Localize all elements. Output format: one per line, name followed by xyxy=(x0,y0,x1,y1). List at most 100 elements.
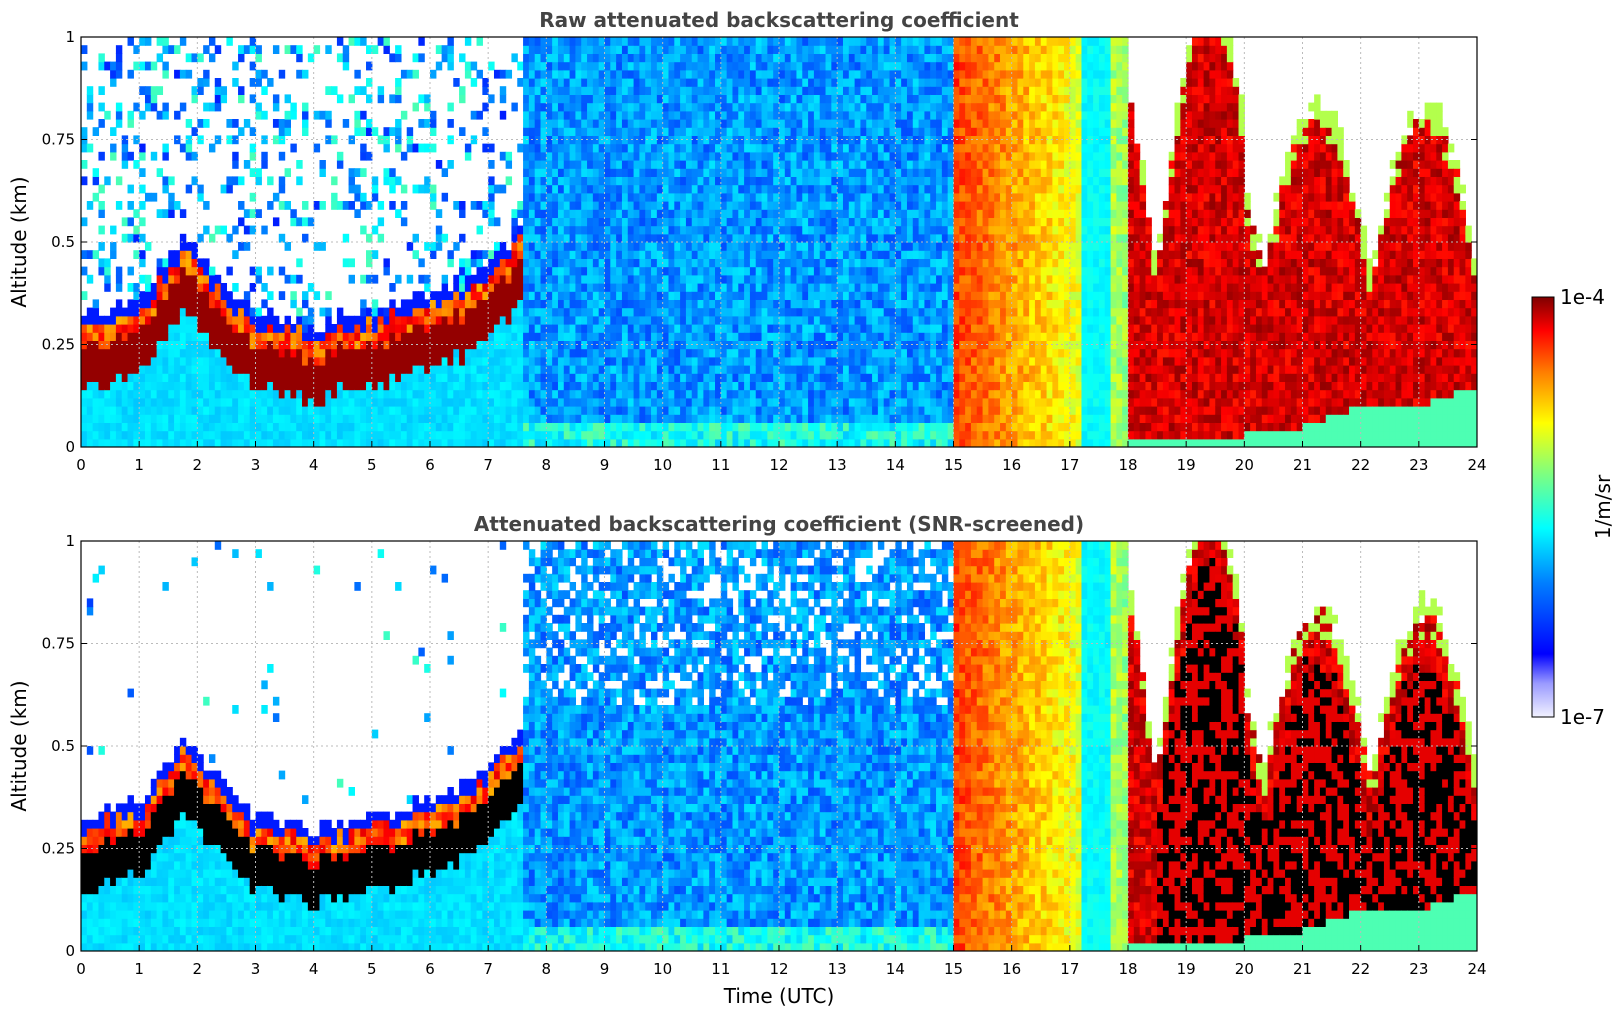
heatmap-cell xyxy=(860,94,867,104)
heatmap-cell xyxy=(645,438,652,447)
heatmap-cell xyxy=(336,389,344,399)
heatmap-cell xyxy=(854,406,862,415)
heatmap-cell xyxy=(249,389,257,399)
heatmap-cell xyxy=(627,365,635,374)
heatmap-cell xyxy=(435,209,443,218)
heatmap-cell xyxy=(464,389,472,399)
heatmap-cell xyxy=(447,381,454,391)
heatmap-cell xyxy=(441,381,449,391)
heatmap-cell xyxy=(284,414,291,423)
heatmap-cell xyxy=(749,37,757,46)
heatmap-cell xyxy=(546,299,553,309)
heatmap-cell xyxy=(139,430,146,440)
heatmap-cell xyxy=(726,86,734,95)
heatmap-cell xyxy=(691,250,699,259)
heatmap-cell xyxy=(860,151,867,161)
heatmap-cell xyxy=(808,225,815,235)
heatmap-cell xyxy=(662,430,670,440)
heatmap-cell xyxy=(534,168,542,177)
heatmap-cell xyxy=(744,414,751,423)
heatmap-cell xyxy=(528,151,536,161)
heatmap-cell xyxy=(790,192,798,202)
heatmap-cell xyxy=(144,94,152,104)
heatmap-cell xyxy=(459,209,466,218)
heatmap-cell xyxy=(749,315,757,325)
heatmap-cell xyxy=(476,414,483,423)
heatmap-cell xyxy=(488,397,495,407)
heatmap-cell xyxy=(604,233,611,243)
heatmap-cell xyxy=(633,102,640,112)
heatmap-cell xyxy=(773,414,780,423)
heatmap-cell xyxy=(296,438,303,447)
heatmap-cell xyxy=(703,168,710,177)
heatmap-cell xyxy=(418,332,425,341)
heatmap-cell xyxy=(715,324,722,333)
heatmap-cell xyxy=(831,168,838,177)
heatmap-cell xyxy=(546,209,553,218)
heatmap-cell xyxy=(796,127,803,136)
heatmap-cell xyxy=(360,397,367,407)
heatmap-cell xyxy=(371,315,379,325)
heatmap-cell xyxy=(668,242,675,251)
heatmap-cell xyxy=(296,373,303,382)
heatmap-cell xyxy=(127,356,134,366)
heatmap-cell xyxy=(755,53,763,63)
heatmap-cell xyxy=(354,430,361,440)
heatmap-cell xyxy=(488,192,495,202)
heatmap-cell xyxy=(587,192,594,202)
heatmap-cell xyxy=(395,86,402,95)
heatmap-cell xyxy=(214,315,222,325)
heatmap-cell xyxy=(238,356,245,366)
heatmap-cell xyxy=(174,332,181,341)
heatmap-cell xyxy=(284,127,291,136)
heatmap-cell xyxy=(557,209,565,218)
heatmap-cell xyxy=(639,397,646,407)
heatmap-cell xyxy=(610,102,617,112)
heatmap-cell xyxy=(697,78,704,87)
heatmap-cell xyxy=(610,315,617,325)
heatmap-cell xyxy=(825,143,832,153)
heatmap-cell xyxy=(767,365,774,374)
heatmap-cell xyxy=(592,53,600,63)
heatmap-cell xyxy=(691,348,699,358)
heatmap-cell xyxy=(569,438,577,447)
heatmap-cell xyxy=(598,53,606,63)
heatmap-cell xyxy=(412,406,419,415)
heatmap-cell xyxy=(709,389,716,399)
heatmap-cell xyxy=(842,291,850,300)
heatmap-cell xyxy=(662,209,670,218)
heatmap-cell xyxy=(238,217,245,227)
heatmap-cell xyxy=(587,332,594,341)
heatmap-cell xyxy=(435,45,443,54)
heatmap-cell xyxy=(674,414,681,423)
heatmap-cell xyxy=(848,184,856,194)
heatmap-cell xyxy=(325,291,332,300)
heatmap-cell xyxy=(621,102,629,112)
heatmap-cell xyxy=(685,356,693,366)
heatmap-cell xyxy=(511,324,518,333)
heatmap-cell xyxy=(592,430,600,440)
heatmap-cell xyxy=(627,151,635,161)
heatmap-cell xyxy=(232,225,239,235)
heatmap-cell xyxy=(133,45,140,54)
heatmap-cell xyxy=(121,324,129,333)
heatmap-cell xyxy=(563,397,571,407)
heatmap-cell xyxy=(813,94,821,104)
heatmap-cell xyxy=(808,69,815,79)
heatmap-cell xyxy=(639,430,646,440)
heatmap-cell xyxy=(616,381,623,391)
heatmap-cell xyxy=(400,184,408,194)
heatmap-cell xyxy=(656,110,664,120)
heatmap-cell xyxy=(621,78,629,87)
heatmap-cell xyxy=(278,365,286,374)
heatmap-cell xyxy=(825,242,832,251)
heatmap-cell xyxy=(837,151,844,161)
heatmap-cell xyxy=(755,184,763,194)
heatmap-cell xyxy=(569,127,577,136)
heatmap-cell xyxy=(662,397,670,407)
heatmap-cell xyxy=(406,438,414,447)
heatmap-cell xyxy=(825,217,832,227)
heatmap-cell xyxy=(627,307,635,317)
heatmap-cell xyxy=(552,348,559,358)
heatmap-cell xyxy=(546,69,553,79)
